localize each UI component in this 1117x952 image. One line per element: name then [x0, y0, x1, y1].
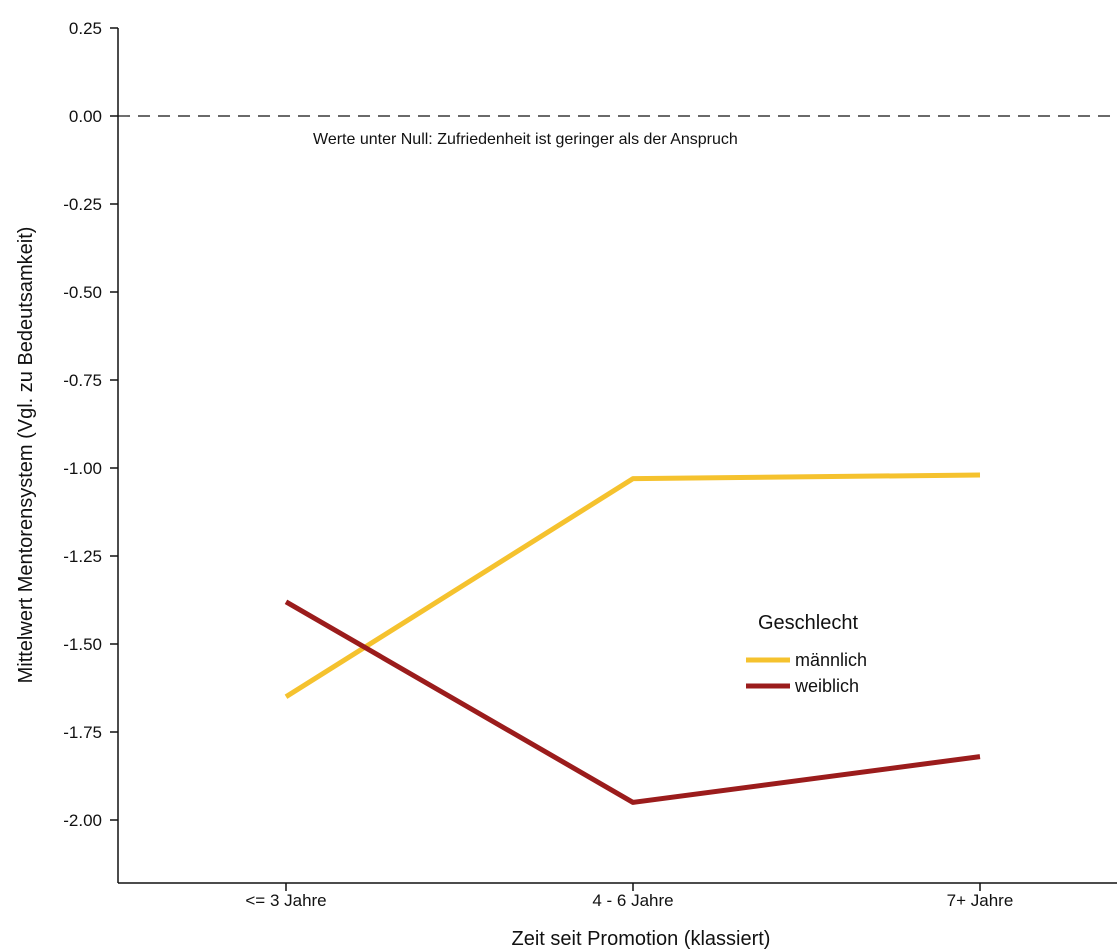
y-tick-label: -0.75: [63, 371, 102, 390]
x-axis-title: Zeit seit Promotion (klassiert): [512, 928, 771, 950]
y-tick-label: 0.00: [69, 107, 102, 126]
x-axis-ticks: <= 3 Jahre 4 - 6 Jahre 7+ Jahre: [245, 883, 1013, 910]
y-tick-label: -1.00: [63, 459, 102, 478]
y-tick-label: -2.00: [63, 811, 102, 830]
y-axis-title: Mittelwert Mentorensystem (Vgl. zu Bedeu…: [15, 227, 37, 684]
legend-title: Geschlecht: [758, 612, 858, 634]
y-tick-label: 0.25: [69, 19, 102, 38]
y-tick-label: -0.50: [63, 283, 102, 302]
y-tick-label: -1.50: [63, 635, 102, 654]
legend-items: männlich weiblich: [746, 650, 867, 696]
series-line-weiblich: [284, 599, 981, 805]
x-tick-label: <= 3 Jahre: [245, 891, 326, 910]
legend: Geschlecht männlich weiblich: [746, 612, 867, 696]
below-zero-annotation: Werte unter Null: Zufriedenheit ist geri…: [313, 131, 738, 148]
y-tick-label: -1.25: [63, 547, 102, 566]
legend-label: männlich: [795, 650, 867, 670]
y-tick-label: -0.25: [63, 195, 102, 214]
series-lines: [284, 472, 981, 805]
x-tick-label: 4 - 6 Jahre: [592, 891, 673, 910]
y-tick-label: -1.75: [63, 723, 102, 742]
y-axis-ticks: 0.25 0.00 -0.25 -0.50 -0.75 -1.00 -1.25 -1.50 -1…: [63, 19, 118, 830]
series-line-maennlich: [284, 472, 981, 699]
x-tick-label: 7+ Jahre: [947, 891, 1014, 910]
legend-label: weiblich: [794, 676, 859, 696]
